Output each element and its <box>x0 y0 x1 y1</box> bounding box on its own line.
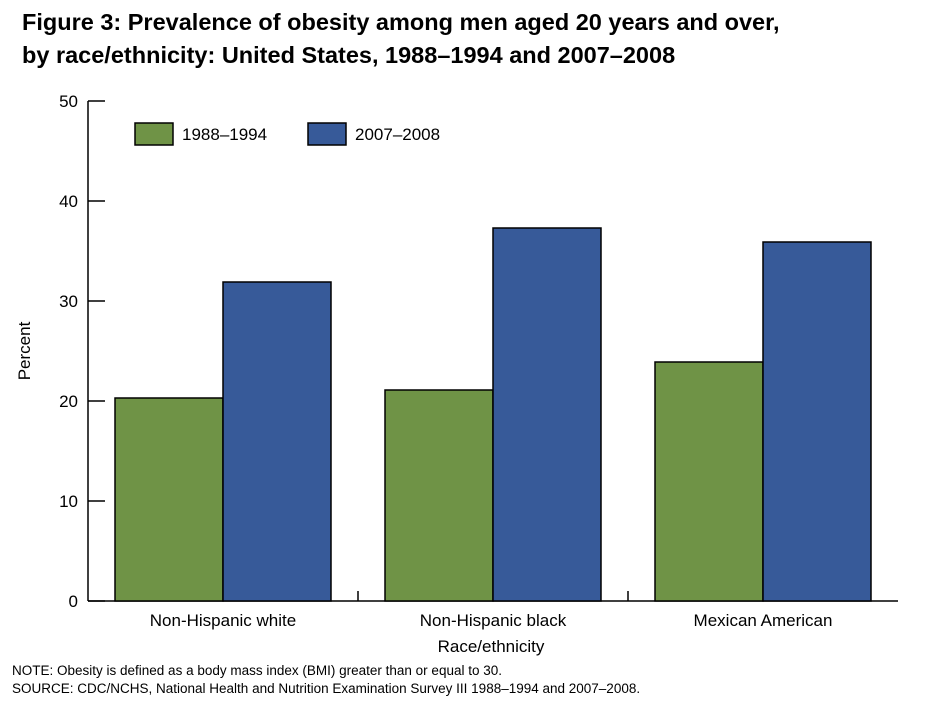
y-tick-label: 50 <box>59 92 78 111</box>
legend: 1988–1994 2007–2008 <box>134 122 440 146</box>
bar <box>492 227 602 602</box>
y-tick-label: 30 <box>59 292 78 311</box>
source-text: SOURCE: CDC/NCHS, National Health and Nu… <box>12 681 641 696</box>
note-text: NOTE: Obesity is defined as a body mass … <box>12 663 502 678</box>
bar <box>114 397 224 602</box>
legend-swatch <box>307 122 347 146</box>
legend-label: 1988–1994 <box>182 125 267 144</box>
bars <box>114 227 872 602</box>
y-tick-label: 20 <box>59 392 78 411</box>
x-tick-label: Mexican American <box>694 611 833 630</box>
bar-chart: 0 10 20 30 40 50 Non-Hispanic white Non-Hispan… <box>15 92 898 656</box>
y-tick-label: 40 <box>59 192 78 211</box>
bar <box>762 241 872 602</box>
legend-swatch <box>134 122 174 146</box>
x-tick-label: Non-Hispanic white <box>150 611 296 630</box>
x-axis-label: Race/ethnicity <box>438 637 545 656</box>
bar <box>384 389 494 602</box>
y-axis: 0 10 20 30 40 50 <box>59 92 105 611</box>
legend-label: 2007–2008 <box>355 125 440 144</box>
y-axis-label: Percent <box>15 321 34 380</box>
chart-title: Figure 3: Prevalence of obesity among me… <box>22 9 780 68</box>
y-tick-label: 0 <box>69 592 78 611</box>
bar <box>654 361 764 602</box>
bar <box>222 281 332 602</box>
x-tick-label: Non-Hispanic black <box>420 611 567 630</box>
y-tick-label: 10 <box>59 492 78 511</box>
